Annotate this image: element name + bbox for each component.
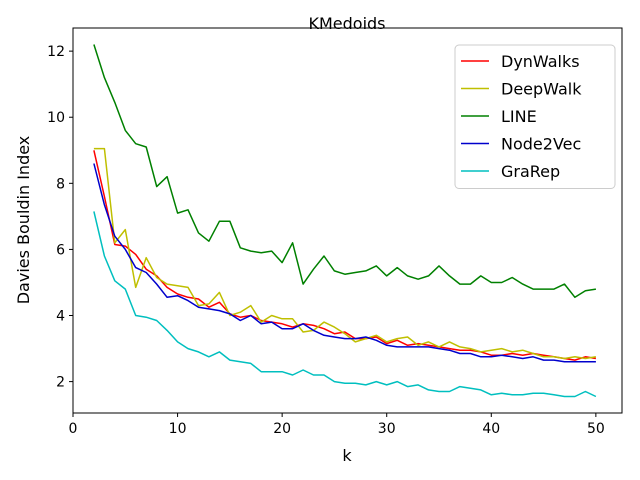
legend-label-deepwalk: DeepWalk: [501, 80, 582, 99]
y-tick-label: 10: [47, 110, 65, 126]
legend-label-line: LINE: [501, 107, 537, 126]
y-tick-label: 4: [56, 309, 65, 325]
legend: DynWalks DeepWalk LINE Node2Vec GraRep: [454, 44, 616, 189]
y-axis-label: Davies Bouldin Index: [14, 136, 33, 305]
series-layer: [93, 44, 597, 398]
series-line-dynwalks: [93, 150, 597, 361]
series-line-node2vec: [93, 163, 596, 363]
x-tick-label: 20: [273, 421, 291, 437]
legend-label-grarep: GraRep: [501, 162, 560, 181]
y-axis: 2 4 6 8 10 12: [47, 44, 73, 391]
x-tick-label: 40: [482, 421, 500, 437]
legend-label-node2vec: Node2Vec: [501, 135, 581, 154]
legend-box: [454, 44, 616, 189]
x-tick-label: 10: [169, 421, 187, 437]
x-tick-label: 0: [69, 421, 78, 437]
legend-label-dynwalks: DynWalks: [501, 52, 580, 71]
y-tick-label: 12: [47, 44, 65, 60]
chart-title: KMedoids: [308, 14, 385, 33]
x-axis-label: k: [342, 446, 352, 465]
x-axis: 0 10 20 30 40 50: [69, 413, 605, 437]
plot-frame: [72, 27, 623, 414]
y-tick-label: 8: [56, 176, 65, 192]
series-line-line: [93, 44, 597, 299]
y-tick-label: 6: [56, 242, 65, 258]
series-line-deepwalk: [93, 147, 597, 360]
x-tick-label: 50: [587, 421, 605, 437]
x-tick-label: 30: [378, 421, 396, 437]
series-line-grarep: [93, 211, 597, 398]
y-tick-label: 2: [56, 375, 65, 391]
